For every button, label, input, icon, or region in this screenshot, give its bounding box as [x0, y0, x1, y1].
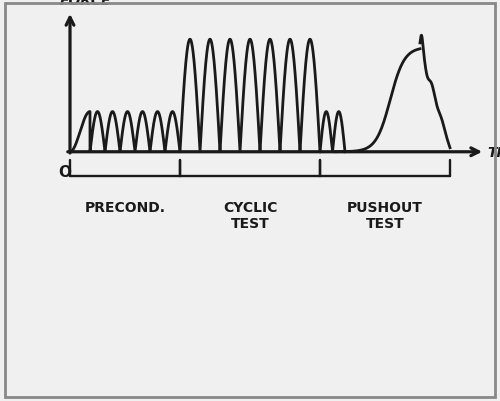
- Text: PRECOND.: PRECOND.: [84, 200, 166, 215]
- Text: CYCLIC
TEST: CYCLIC TEST: [223, 200, 277, 231]
- Text: O: O: [58, 164, 71, 179]
- Text: PUSHOUT
TEST: PUSHOUT TEST: [347, 200, 423, 231]
- Text: TIME: TIME: [488, 146, 500, 159]
- Text: FORCE: FORCE: [60, 0, 112, 8]
